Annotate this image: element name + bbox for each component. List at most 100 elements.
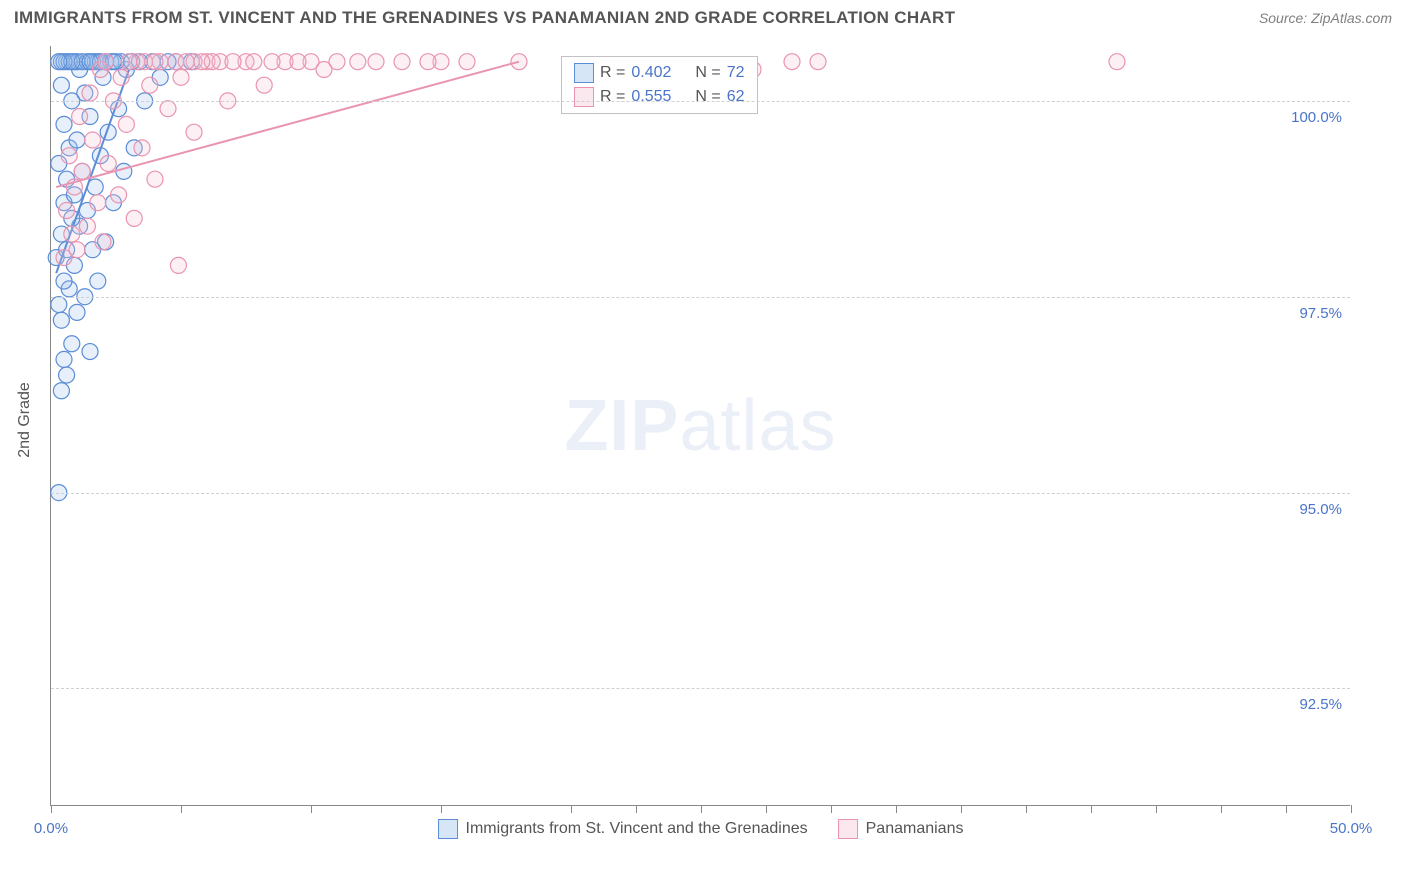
x-tick	[636, 805, 637, 813]
data-point	[56, 351, 72, 367]
x-tick	[961, 805, 962, 813]
data-point	[90, 195, 106, 211]
data-point	[350, 54, 366, 70]
data-point	[59, 203, 75, 219]
x-tick	[831, 805, 832, 813]
data-point	[82, 344, 98, 360]
data-point	[118, 116, 134, 132]
plot-svg	[51, 46, 1350, 805]
data-point	[64, 336, 80, 352]
data-point	[53, 77, 69, 93]
data-point	[246, 54, 262, 70]
data-point	[98, 54, 114, 70]
legend-row: R = 0.555 N = 62	[574, 85, 745, 109]
y-tick-label: 100.0%	[1291, 109, 1350, 126]
data-point	[186, 124, 202, 140]
data-point	[74, 163, 90, 179]
data-point	[85, 132, 101, 148]
legend-swatch	[438, 819, 458, 839]
x-tick	[311, 805, 312, 813]
data-point	[116, 163, 132, 179]
data-point	[194, 54, 210, 70]
data-point	[69, 132, 85, 148]
r-value: 0.402	[631, 64, 671, 82]
x-tick	[701, 805, 702, 813]
data-point	[56, 273, 72, 289]
legend-label: Immigrants from St. Vincent and the Gren…	[466, 820, 808, 838]
data-point	[170, 257, 186, 273]
data-point	[69, 242, 85, 258]
n-label: N =	[695, 64, 720, 82]
legend-item: Immigrants from St. Vincent and the Gren…	[438, 819, 808, 839]
legend-swatch	[838, 819, 858, 839]
data-point	[225, 54, 241, 70]
x-tick	[1286, 805, 1287, 813]
x-tick	[571, 805, 572, 813]
data-point	[368, 54, 384, 70]
data-point	[69, 304, 85, 320]
data-point	[264, 54, 280, 70]
r-value: 0.555	[631, 88, 671, 106]
data-point	[100, 156, 116, 172]
legend-label: Panamanians	[866, 820, 964, 838]
y-tick-label: 97.5%	[1299, 305, 1350, 322]
data-point	[290, 54, 306, 70]
data-point	[394, 54, 410, 70]
data-point	[53, 312, 69, 328]
data-point	[90, 273, 106, 289]
data-point	[134, 140, 150, 156]
gridline-h	[51, 297, 1350, 298]
y-tick-label: 92.5%	[1299, 696, 1350, 713]
r-label: R =	[600, 88, 625, 106]
data-point	[256, 77, 272, 93]
data-point	[784, 54, 800, 70]
data-point	[459, 54, 475, 70]
legend-row: R = 0.402 N = 72	[574, 61, 745, 85]
x-tick	[766, 805, 767, 813]
chart-area: ZIPatlas R =0.402N =72R =0.555N =62 Immi…	[50, 46, 1350, 806]
n-value: 62	[727, 88, 745, 106]
data-point	[64, 226, 80, 242]
legend-series: Immigrants from St. Vincent and the Gren…	[428, 819, 974, 839]
data-point	[121, 54, 137, 70]
r-label: R =	[600, 64, 625, 82]
gridline-h	[51, 101, 1350, 102]
x-tick-label: 0.0%	[34, 820, 68, 837]
data-point	[810, 54, 826, 70]
data-point	[420, 54, 436, 70]
data-point	[147, 171, 163, 187]
legend-swatch	[574, 87, 594, 107]
x-tick	[1026, 805, 1027, 813]
data-point	[53, 383, 69, 399]
data-point	[1109, 54, 1125, 70]
x-tick	[1091, 805, 1092, 813]
x-tick	[51, 805, 52, 813]
data-point	[95, 234, 111, 250]
chart-title: IMMIGRANTS FROM ST. VINCENT AND THE GREN…	[14, 8, 955, 28]
legend-correlation: R = 0.402 N = 72 R = 0.555 N = 62	[561, 56, 758, 114]
data-point	[111, 187, 127, 203]
legend-item: Panamanians	[838, 819, 964, 839]
data-point	[56, 116, 72, 132]
data-point	[61, 148, 77, 164]
y-axis-label: 2nd Grade	[16, 382, 34, 458]
data-point	[147, 54, 163, 70]
legend-swatch	[574, 63, 594, 83]
n-label: N =	[695, 88, 720, 106]
data-point	[59, 367, 75, 383]
x-tick	[441, 805, 442, 813]
data-point	[329, 54, 345, 70]
data-point	[160, 101, 176, 117]
gridline-h	[51, 688, 1350, 689]
data-point	[82, 85, 98, 101]
data-point	[178, 54, 194, 70]
x-tick-label: 50.0%	[1330, 820, 1373, 837]
title-bar: IMMIGRANTS FROM ST. VINCENT AND THE GREN…	[0, 0, 1406, 32]
x-tick	[1351, 805, 1352, 813]
n-value: 72	[727, 64, 745, 82]
source-label: Source: ZipAtlas.com	[1259, 10, 1392, 26]
x-tick	[896, 805, 897, 813]
y-tick-label: 95.0%	[1299, 501, 1350, 518]
data-point	[72, 109, 88, 125]
x-tick	[181, 805, 182, 813]
